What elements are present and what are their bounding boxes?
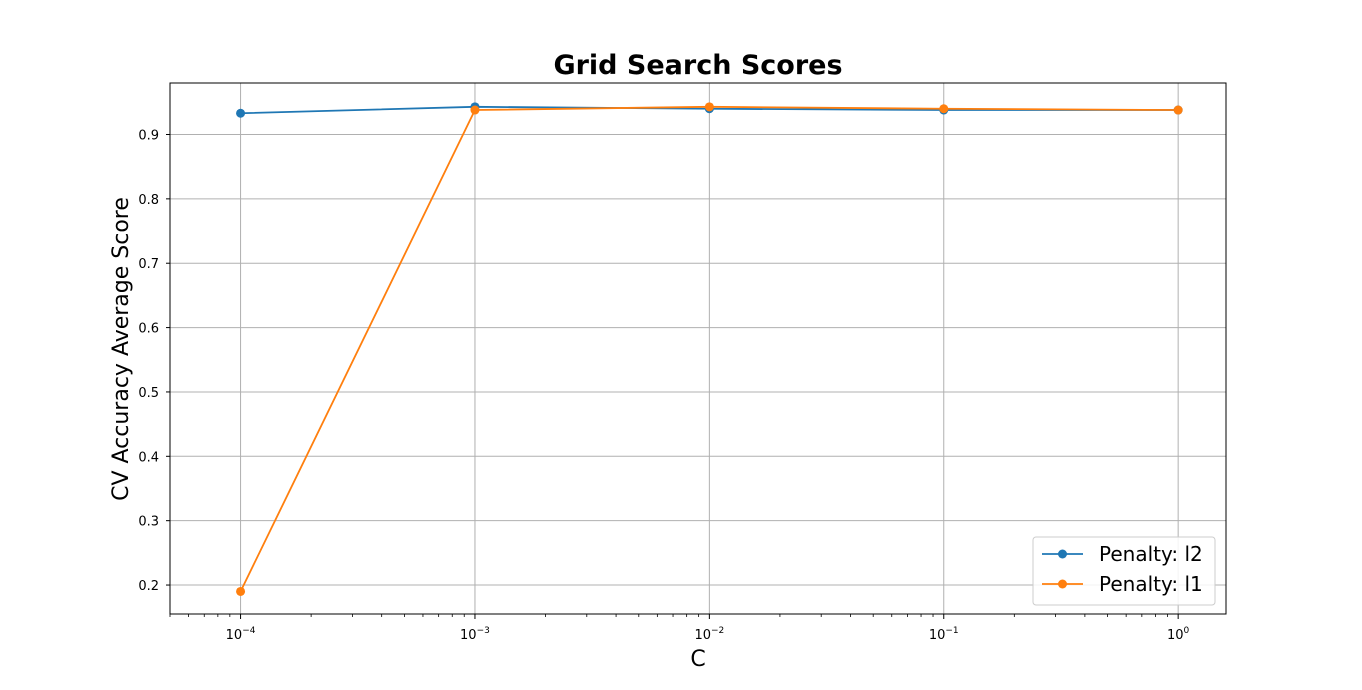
data-point [236, 586, 246, 596]
grid-lines [170, 83, 1226, 614]
axis-ticks: 0.20.30.40.50.60.70.80.910−4 10−3 10−2 10−1… [138, 128, 1189, 643]
x-tick-exponent: 0 [1184, 626, 1190, 636]
y-axis-label: CV Accuracy Average Score [109, 197, 134, 501]
x-tick-exponent: −3 [477, 626, 490, 636]
plot-frame [169, 82, 1227, 615]
y-tick-label: 0.9 [138, 128, 159, 143]
data-point [470, 105, 480, 115]
y-tick-label: 0.4 [138, 450, 159, 465]
y-tick-label: 0.2 [138, 579, 159, 594]
x-tick-exponent: −2 [711, 626, 724, 636]
legend-marker [1058, 579, 1067, 589]
legend-marker [1058, 549, 1067, 559]
x-axis-label: C [690, 647, 705, 672]
x-tick-label: 10−3 [460, 626, 490, 643]
legend-label: Penalty: l1 [1099, 572, 1203, 596]
x-tick-exponent: −4 [242, 626, 256, 636]
x-tick-label: 10−2 [694, 626, 724, 643]
x-tick-label: 100 [1167, 626, 1190, 643]
x-tick-base: 10 [460, 628, 477, 643]
data-point [1173, 105, 1183, 115]
x-tick-exponent: −1 [945, 626, 958, 636]
y-tick-label: 0.3 [138, 515, 159, 530]
y-tick-label: 0.6 [138, 322, 159, 337]
legend-item: Penalty: l1 [1042, 572, 1203, 596]
data-point [704, 102, 714, 112]
series-l1 [236, 102, 1183, 596]
x-tick-base: 10 [929, 628, 946, 643]
data-point [236, 108, 246, 118]
series-layer [236, 102, 1183, 596]
x-tick-label: 10−1 [929, 626, 959, 643]
legend-item: Penalty: l2 [1042, 542, 1203, 566]
x-tick-base: 10 [1167, 628, 1184, 643]
x-tick-label: 10−4 [226, 626, 256, 643]
y-tick-label: 0.7 [138, 257, 159, 272]
legend: Penalty: l2 Penalty: l1 [1032, 536, 1216, 606]
y-tick-label: 0.8 [138, 193, 159, 208]
y-tick-label: 0.5 [138, 386, 159, 401]
x-tick-base: 10 [694, 628, 711, 643]
data-point [939, 104, 949, 114]
legend-label: Penalty: l2 [1099, 542, 1203, 566]
x-tick-base: 10 [226, 628, 243, 643]
chart-title: Grid Search Scores [553, 50, 842, 81]
